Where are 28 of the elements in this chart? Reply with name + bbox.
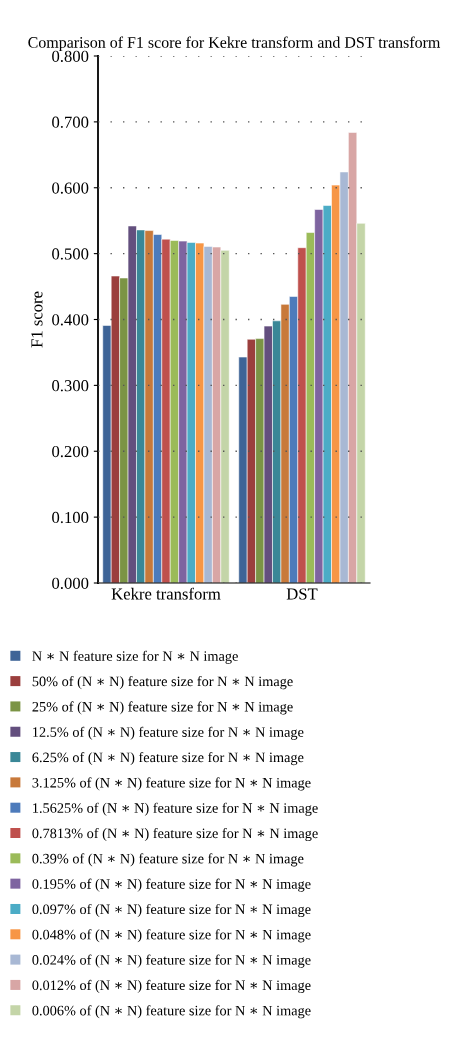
legend-label: N ∗ N feature size for N ∗ N image: [32, 650, 238, 664]
legend-label: 6.25% of (N ∗ N) feature size for N ∗ N image: [32, 752, 304, 766]
y-tick-label: 0.100: [52, 511, 89, 524]
legend-label: 25% of (N ∗ N) feature size for N ∗ N image: [32, 701, 293, 715]
legend-label: 3.125% of (N ∗ N) feature size for N ∗ N image: [32, 777, 311, 791]
x-tick-label: Kekre transform: [111, 587, 221, 600]
legend-label: 0.012% of (N ∗ N) feature size for N ∗ N image: [32, 979, 311, 994]
y-tick-label: 0.400: [52, 314, 89, 326]
y-tick-label: 0.700: [52, 116, 89, 128]
legend-label: 50% of (N ∗ N) feature size for N ∗ N image: [32, 676, 293, 690]
legend-label: 0.006% of (N ∗ N) feature size for N ∗ N image: [32, 1005, 311, 1019]
y-tick-label: 0.800: [52, 50, 89, 63]
chart-title: Comparison of F1 score for Kekre transform and DST transform: [28, 36, 441, 52]
legend-label: 0.097% of (N ∗ N) feature size for N ∗ N image: [32, 903, 311, 918]
legend-label: 0.195% of (N ∗ N) feature size for N ∗ N image: [32, 878, 311, 892]
y-tick-label: 0.200: [52, 445, 89, 458]
y-tick-label: 0.000: [52, 577, 89, 590]
legend-label: 0.024% of (N ∗ N) feature size for N ∗ N image: [32, 954, 311, 968]
legend-label: 12.5% of (N ∗ N) feature size for N ∗ N image: [33, 726, 304, 740]
legend-label: 0.048% of (N ∗ N) feature size for N ∗ N image: [32, 929, 311, 943]
legend-label: 1.5625% of (N ∗ N) feature size for N ∗ N image: [33, 802, 318, 816]
y-axis-title: F1 score: [31, 291, 43, 348]
legend-label: 0.7813% of (N ∗ N) feature size for N ∗ N image: [32, 827, 318, 842]
y-tick-label: 0.600: [52, 182, 89, 194]
y-tick-label: 0.300: [52, 380, 89, 392]
x-tick-label: DST: [286, 588, 318, 600]
y-tick-label: 0.500: [52, 248, 89, 260]
legend-label: 0.39% of (N ∗ N) feature size for N ∗ N image: [32, 853, 304, 867]
